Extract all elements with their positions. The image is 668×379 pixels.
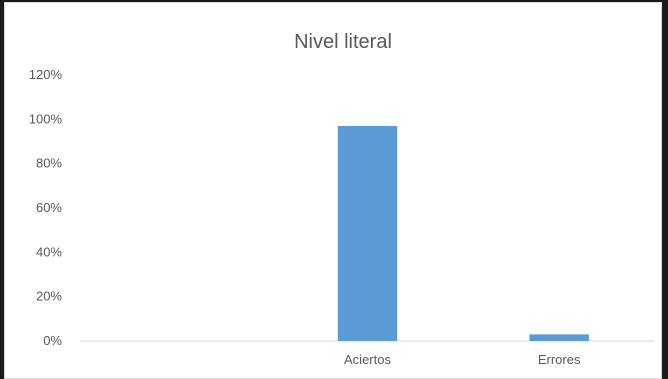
bar-aciertos: [337, 125, 398, 341]
y-tick-label: 0%: [43, 333, 62, 348]
y-axis-ticks: 0% 20% 40% 60% 80% 100% 120%: [29, 67, 63, 348]
y-tick-label: 120%: [29, 67, 63, 82]
x-tick-label: Errores: [538, 352, 581, 367]
y-tick-label: 100%: [29, 111, 63, 126]
bars: [337, 125, 589, 341]
y-tick-label: 40%: [36, 244, 62, 259]
bar-errores: [529, 334, 589, 341]
x-axis-labels: Aciertos Errores: [344, 352, 581, 367]
y-tick-label: 60%: [36, 200, 62, 215]
chart-title: Nivel literal: [294, 31, 392, 53]
x-tick-label: Aciertos: [344, 352, 391, 367]
y-tick-label: 20%: [36, 289, 62, 304]
y-tick-label: 80%: [36, 156, 62, 171]
